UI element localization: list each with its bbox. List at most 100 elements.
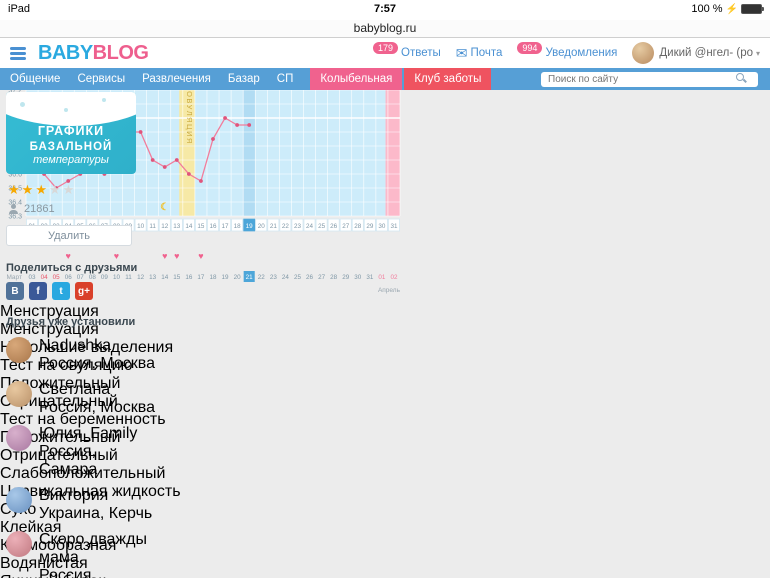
svg-text:24: 24 — [306, 223, 314, 230]
chart-legend: Менструация Менструация Небольшие выделени… — [0, 303, 770, 578]
delete-app-button[interactable]: Удалить — [6, 225, 132, 246]
twitter-icon[interactable]: t — [52, 282, 70, 300]
app-banner[interactable]: ГРАФИКИ БАЗАЛЬНОЙ температуры — [6, 92, 136, 174]
notifications-link[interactable]: 994 Уведомления — [517, 42, 617, 59]
star-icon: ★ — [48, 182, 63, 197]
google-plus-icon[interactable]: g+ — [75, 282, 93, 300]
svg-text:14: 14 — [185, 223, 193, 230]
svg-text:11: 11 — [125, 274, 132, 281]
legend-item: Водянистая — [0, 555, 770, 573]
svg-text:14: 14 — [161, 274, 169, 281]
friend-item[interactable]: Виктория Украина, Керчь — [6, 487, 156, 523]
svg-text:♥: ♥ — [198, 251, 203, 261]
svg-text:16: 16 — [209, 223, 217, 230]
nav-item-сп[interactable]: СП — [276, 73, 294, 85]
star-icon: ★ — [8, 182, 22, 197]
search-input[interactable] — [541, 71, 758, 87]
users-count-row: 21861 — [8, 203, 156, 215]
svg-text:29: 29 — [342, 274, 350, 281]
tab-klub-zaboty[interactable]: Клуб заботы — [404, 68, 492, 90]
nav-items: Общение Сервисы Развлечения Базар СП — [10, 68, 310, 90]
svg-text:30: 30 — [354, 274, 362, 281]
facebook-icon[interactable]: f — [29, 282, 47, 300]
nav-item-сервисы[interactable]: Сервисы — [77, 73, 126, 85]
svg-text:18: 18 — [209, 274, 217, 281]
friend-item[interactable]: Светлана Россия, Москва — [6, 381, 156, 417]
svg-text:20: 20 — [258, 223, 266, 230]
legend-label: Отрицательный — [0, 447, 118, 464]
app-title: ГРАФИКИ БАЗАЛЬНОЙ температуры — [29, 124, 113, 167]
svg-text:13: 13 — [173, 223, 181, 230]
friend-name[interactable]: Виктория — [39, 487, 109, 504]
svg-text:30: 30 — [378, 223, 386, 230]
svg-text:ОВУЛЯЦИЯ: ОВУЛЯЦИЯ — [185, 91, 194, 145]
battery-icon — [741, 4, 764, 14]
friends-heading: Друзья уже установили — [6, 316, 136, 328]
svg-text:36.5: 36.5 — [8, 185, 22, 192]
legend-item: Небольшие выделения — [0, 339, 770, 357]
friend-avatar — [6, 337, 32, 363]
svg-text:36.3: 36.3 — [8, 213, 22, 220]
users-count: 21861 — [24, 203, 55, 215]
svg-text:27: 27 — [318, 274, 326, 281]
svg-text:28: 28 — [354, 223, 362, 230]
star-icon: ★ — [21, 182, 36, 197]
share-heading: Поделиться с друзьями — [6, 262, 138, 274]
legend-label: Небольшие выделения — [0, 339, 174, 356]
star-icon: ★ — [35, 182, 49, 197]
svg-text:31: 31 — [390, 223, 398, 230]
friend-item[interactable]: Юлия_Family Россия, Самара — [6, 425, 156, 479]
decor-dot — [20, 102, 25, 107]
svg-text:16: 16 — [185, 274, 193, 281]
answers-link[interactable]: 179 Ответы — [372, 42, 441, 59]
site-logo[interactable]: BABYBLOG — [38, 41, 149, 64]
svg-text:02: 02 — [390, 274, 398, 281]
nav-item-развлечения[interactable]: Развлечения — [142, 73, 211, 85]
friend-location: Россия, Самара — [39, 443, 98, 478]
svg-text:21: 21 — [246, 274, 254, 281]
mail-link[interactable]: ✉ Почта — [456, 45, 503, 62]
svg-text:17: 17 — [197, 274, 205, 281]
svg-text:21: 21 — [270, 223, 278, 230]
friend-name[interactable]: Nadushka — [39, 337, 112, 354]
friend-avatar — [6, 425, 32, 451]
tab-kolybelnaya[interactable]: Колыбельная — [310, 68, 403, 90]
svg-text:23: 23 — [270, 274, 278, 281]
svg-text:28: 28 — [330, 274, 338, 281]
friend-location: Россия, Москва — [39, 399, 155, 416]
svg-text:23: 23 — [294, 223, 302, 230]
svg-text:10: 10 — [113, 274, 121, 281]
friend-name[interactable]: Светлана — [39, 381, 111, 398]
svg-text:12: 12 — [161, 223, 169, 230]
legend-column-title: Цервикальная жидкость — [0, 483, 181, 500]
address-bar[interactable]: babyblog.ru — [0, 20, 770, 38]
search-icon[interactable] — [736, 73, 744, 81]
hamburger-menu-icon[interactable] — [10, 46, 26, 60]
svg-text:03: 03 — [29, 274, 37, 281]
friend-name[interactable]: Юлия_Family — [39, 425, 138, 442]
user-avatar — [632, 42, 655, 64]
star-icon: ★ — [62, 182, 77, 197]
legend-item: Отрицательный — [0, 447, 770, 465]
user-menu[interactable]: Дикий @нгел- (ро ▾ — [632, 42, 760, 64]
svg-text:26: 26 — [306, 274, 314, 281]
svg-text:♥: ♥ — [162, 251, 167, 261]
nav-item-общение[interactable]: Общение — [10, 73, 61, 85]
legend-item: Менструация — [0, 321, 770, 339]
device-label: iPad — [8, 3, 31, 15]
answers-badge: 179 — [372, 42, 398, 54]
svg-text:24: 24 — [282, 274, 290, 281]
nav-item-базар[interactable]: Базар — [227, 73, 260, 85]
vk-icon[interactable]: B — [6, 282, 24, 300]
friend-name[interactable]: Скоро дважды мама — [39, 531, 147, 566]
legend-column: Тест на беременность Положительный Отрицат… — [0, 411, 770, 483]
svg-text:05: 05 — [53, 274, 61, 281]
mail-icon: ✉ — [455, 44, 468, 61]
legend-label: Водянистая — [0, 555, 88, 572]
svg-text:06: 06 — [65, 274, 73, 281]
legend-column: Менструация Менструация Небольшие выделени… — [0, 303, 770, 357]
svg-text:Март: Март — [6, 274, 22, 281]
friend-item[interactable]: Nadushka Россия, Москва — [6, 337, 156, 373]
svg-text:31: 31 — [366, 274, 374, 281]
